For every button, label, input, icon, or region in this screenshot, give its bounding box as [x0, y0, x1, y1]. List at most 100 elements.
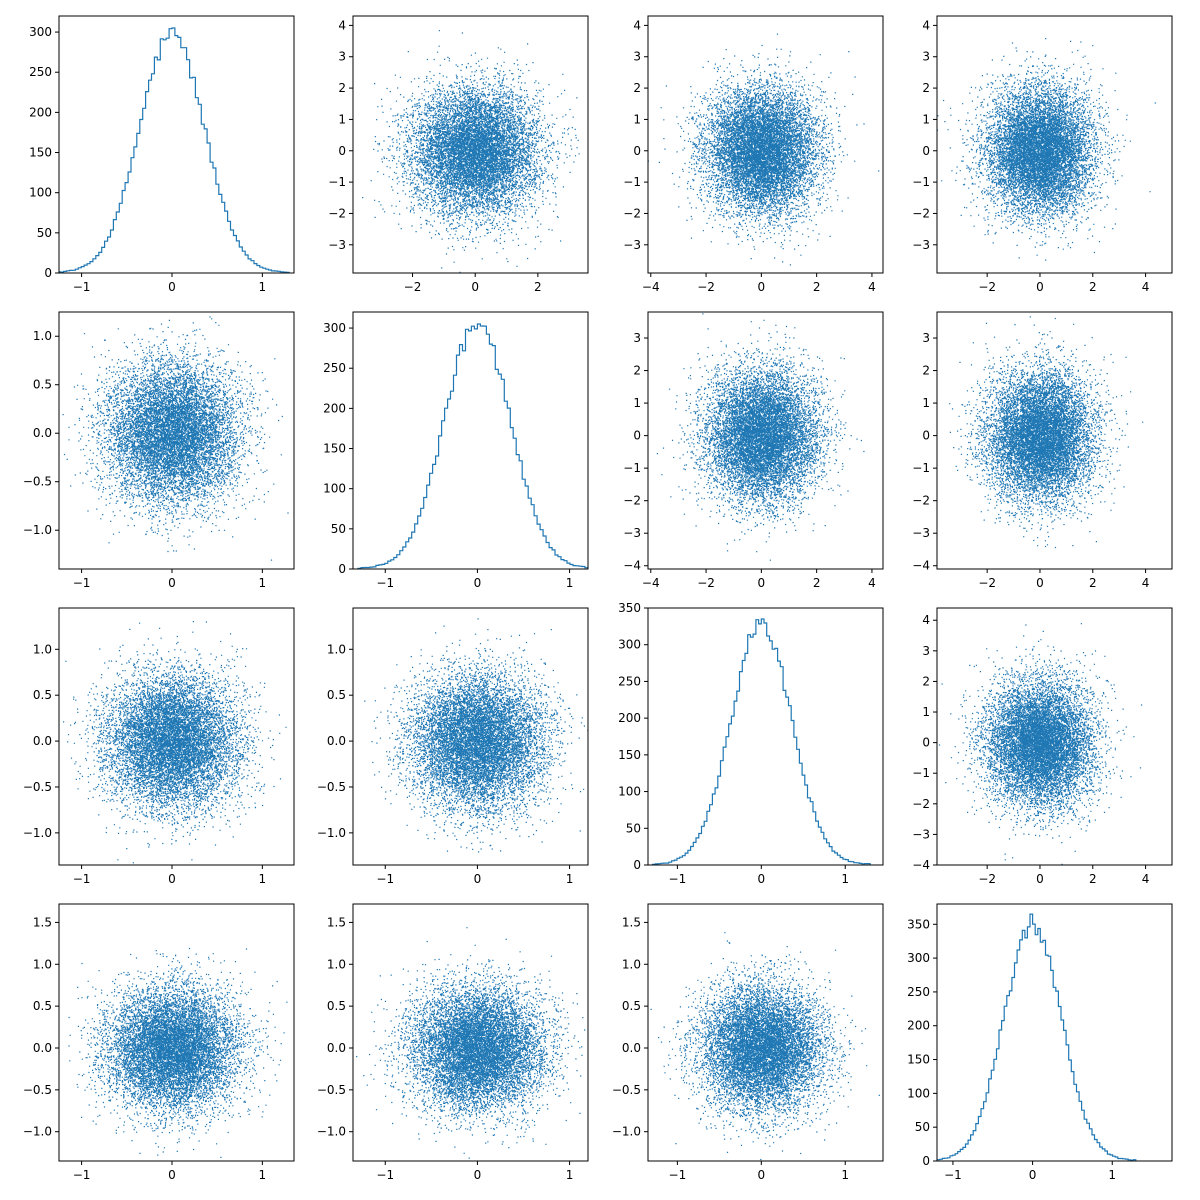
y-tick-label: 0.0 — [33, 426, 52, 440]
subplot-r3-c0: −1 0 1−1.0−0.50.00.51.01.5 — [23, 904, 294, 1182]
x-tick-label: 1 — [566, 872, 574, 886]
scatter-points — [932, 623, 1142, 865]
x-tick-label: −1 — [376, 872, 394, 886]
y-tick-label: 3 — [338, 50, 346, 64]
y-tick-label: −2 — [912, 206, 930, 220]
y-tick-label: 300 — [29, 25, 52, 39]
x-tick-label: 0 — [474, 576, 482, 590]
y-tick-label: 350 — [907, 917, 930, 931]
y-tick-label: −0.5 — [23, 780, 52, 794]
x-tick-label: −1 — [73, 280, 91, 294]
scatter-plot-area — [932, 623, 1142, 865]
x-tick-label: −2 — [978, 576, 996, 590]
y-tick-label: −1.0 — [612, 1125, 641, 1139]
x-tick-label: −1 — [73, 872, 91, 886]
y-tick-label: 300 — [618, 638, 641, 652]
histogram-step-line — [358, 324, 597, 569]
y-tick-label: 350 — [618, 601, 641, 615]
x-tick-label: 2 — [813, 576, 821, 590]
y-tick-label: −1 — [912, 461, 930, 475]
y-tick-label: 3 — [633, 331, 641, 345]
x-tick-label: 0 — [471, 280, 479, 294]
y-tick-label: 1.0 — [327, 957, 346, 971]
y-tick-label: 0.5 — [33, 999, 52, 1013]
scatter-points — [949, 316, 1143, 548]
x-tick-label: 2 — [1089, 872, 1097, 886]
y-tick-label: 200 — [323, 401, 346, 415]
y-tick-label: −1 — [328, 175, 346, 189]
scatter-points — [648, 34, 880, 266]
scatter-plot-area — [631, 932, 880, 1163]
y-tick-label: 4 — [338, 18, 346, 32]
y-tick-label: 150 — [907, 1053, 930, 1067]
x-tick-label: 0 — [1036, 872, 1044, 886]
y-tick-label: 50 — [915, 1120, 930, 1134]
x-tick-label: 1 — [259, 280, 267, 294]
x-tick-label: −2 — [978, 872, 996, 886]
x-tick-label: 0 — [474, 872, 482, 886]
x-tick-label: −4 — [642, 576, 660, 590]
y-tick-label: 2 — [922, 364, 930, 378]
y-tick-label: 1.0 — [33, 957, 52, 971]
y-tick-label: −3 — [912, 526, 930, 540]
y-tick-label: 2 — [633, 81, 641, 95]
x-tick-label: 0 — [168, 576, 176, 590]
x-tick-label: −1 — [73, 1168, 91, 1182]
y-tick-label: 0 — [633, 144, 641, 158]
y-tick-label: −2 — [328, 206, 346, 220]
y-tick-label: −1.0 — [23, 826, 52, 840]
x-tick-label: −2 — [404, 280, 422, 294]
x-tick-label: −2 — [697, 576, 715, 590]
x-tick-label: 4 — [868, 576, 876, 590]
x-tick-label: 0 — [168, 280, 176, 294]
scatter-points — [657, 313, 865, 561]
x-tick-label: −1 — [669, 872, 687, 886]
x-tick-label: 1 — [259, 872, 267, 886]
scatter-points — [48, 296, 289, 560]
y-tick-label: −2 — [912, 797, 930, 811]
y-tick-label: 0 — [922, 1154, 930, 1168]
x-tick-label: 0 — [1036, 576, 1044, 590]
y-tick-label: 0 — [44, 266, 52, 280]
y-tick-label: −1.0 — [317, 1125, 346, 1139]
y-tick-label: 50 — [626, 821, 641, 835]
y-tick-label: −2 — [623, 494, 641, 508]
y-tick-label: 4 — [922, 18, 930, 32]
x-tick-label: −1 — [376, 1168, 394, 1182]
y-tick-label: 0.5 — [327, 999, 346, 1013]
scatter-plot-area — [356, 927, 598, 1167]
x-tick-label: 0 — [1029, 1168, 1037, 1182]
x-tick-label: 0 — [474, 1168, 482, 1182]
x-tick-label: −2 — [697, 280, 715, 294]
y-tick-label: −0.5 — [612, 1083, 641, 1097]
y-tick-label: 250 — [323, 361, 346, 375]
y-tick-label: 0.5 — [33, 378, 52, 392]
y-tick-label: 50 — [331, 522, 346, 536]
scatter-points — [350, 618, 615, 852]
subplot-r1-c0: −1 0 1−1.0−0.50.00.51.0 — [23, 296, 294, 590]
subplot-r2-c0: −1 0 1−1.0−0.50.00.51.0 — [20, 608, 300, 886]
y-tick-label: 300 — [907, 951, 930, 965]
histogram-plot-area — [653, 619, 871, 865]
y-tick-label: −4 — [912, 559, 930, 573]
y-tick-label: 3 — [922, 644, 930, 658]
y-tick-label: 200 — [907, 1019, 930, 1033]
y-tick-label: −0.5 — [23, 1083, 52, 1097]
histogram-plot-area — [358, 324, 597, 569]
y-tick-label: 1.5 — [622, 915, 641, 929]
y-tick-label: 250 — [618, 674, 641, 688]
y-tick-label: 2 — [338, 81, 346, 95]
axes-frame — [937, 904, 1172, 1161]
x-tick-label: 0 — [168, 872, 176, 886]
x-tick-label: −1 — [376, 576, 394, 590]
scatter-plot-area — [931, 38, 1156, 261]
y-tick-label: 0 — [922, 144, 930, 158]
y-tick-label: 100 — [618, 785, 641, 799]
